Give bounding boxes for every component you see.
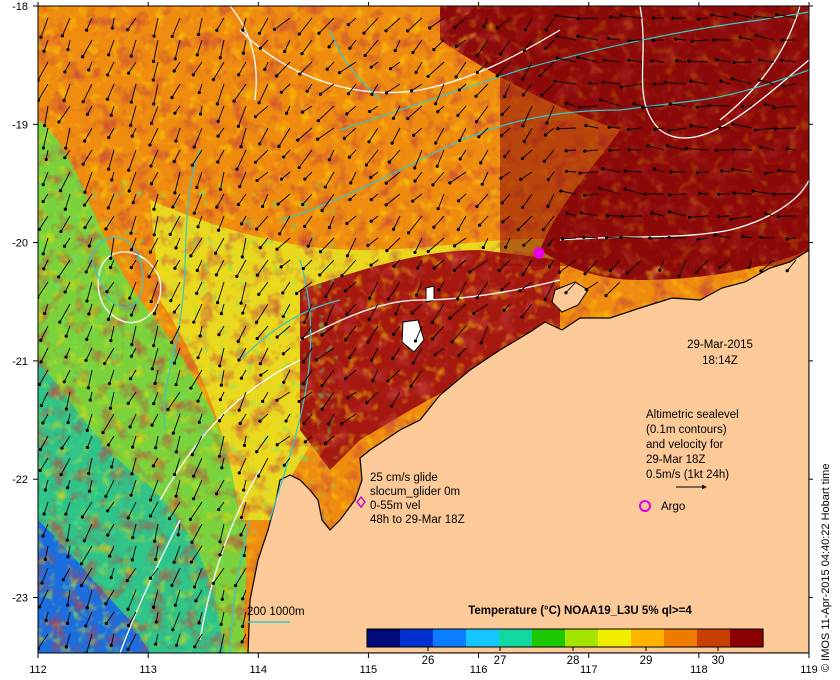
y-tick-label: -21	[12, 356, 28, 368]
x-tick-label: 112	[29, 664, 47, 676]
credit-text: © IMOS 11-Apr-2015 04:40:22 Hobart time	[820, 464, 832, 672]
argo-float-marker	[533, 247, 545, 259]
argo-circle-icon	[639, 500, 651, 512]
island	[401, 319, 425, 353]
y-tick-label: -23	[12, 593, 28, 605]
y-tick-label: -18	[12, 1, 28, 13]
colorbar-swatch	[499, 629, 533, 647]
colorbar-swatch	[565, 629, 599, 647]
svg-text:29-Mar 18Z: 29-Mar 18Z	[646, 454, 705, 466]
y-tick-label: -22	[12, 474, 28, 486]
svg-text:Altimetric sealevel: Altimetric sealevel	[646, 409, 739, 421]
svg-text:25 cm/s glide: 25 cm/s glide	[370, 472, 438, 484]
svg-text:and velocity for: and velocity for	[646, 439, 724, 451]
svg-text:0-55m vel: 0-55m vel	[370, 500, 421, 512]
colorbar-swatch	[631, 629, 665, 647]
y-tick-label: -19	[12, 119, 28, 131]
colorbar-swatch	[400, 629, 434, 647]
x-tick-label: 118	[690, 664, 708, 676]
colorbar-tick-label: 29	[640, 655, 653, 667]
date-label: 29-Mar-2015	[687, 339, 753, 351]
x-tick-label: 116	[470, 664, 488, 676]
colorbar-swatch	[466, 629, 500, 647]
bathymetry-legend: 200 1000m	[247, 606, 305, 623]
altimetry-legend: Altimetric sealevel (0.1m contours) and …	[646, 409, 739, 490]
argo-legend: Argo	[639, 500, 685, 513]
colorbar-tick-label: 27	[494, 655, 507, 667]
plot-frame	[37, 5, 810, 654]
bathymetry-contours	[89, 11, 809, 653]
x-tick-label: 115	[360, 664, 378, 676]
colorbar-title: Temperature (°C) NOAA19_L3U 5% ql>=4	[468, 605, 692, 617]
colorbar-swatch	[367, 629, 401, 647]
x-tick-label: 114	[250, 664, 268, 676]
colorbar-swatch	[664, 629, 698, 647]
x-tick-label: 117	[580, 664, 598, 676]
time-label: 18:14Z	[702, 355, 738, 367]
colorbar-swatch	[532, 629, 566, 647]
map-plot-area	[38, 6, 809, 653]
colorbar: Temperature (°C) NOAA19_L3U 5% ql>=4 26 2…	[366, 605, 764, 667]
x-axis: 112 113 114 115 116 117 118 119	[29, 2, 818, 676]
colorbar-swatch	[730, 629, 764, 647]
colorbar-swatch	[697, 629, 731, 647]
x-tick-label: 113	[139, 664, 157, 676]
svg-text:slocum_glider 0m: slocum_glider 0m	[370, 486, 460, 498]
svg-text:(0.1m contours): (0.1m contours)	[646, 424, 727, 436]
glider-diamond-icon	[356, 495, 366, 509]
coastal-inlet	[551, 281, 589, 313]
svg-text:200 1000m: 200 1000m	[247, 606, 305, 618]
colorbar-tick-label: 26	[422, 655, 435, 667]
y-axis: -18 -19 -20 -21 -22 -23	[12, 1, 813, 605]
colorbar-tick-label: 30	[712, 655, 725, 667]
colorbar-tick-label: 28	[567, 655, 580, 667]
velocity-arrows	[38, 12, 797, 653]
colorbar-swatch	[433, 629, 467, 647]
svg-text:48h to 29-Mar 18Z: 48h to 29-Mar 18Z	[370, 514, 465, 526]
y-tick-label: -20	[12, 238, 28, 250]
svg-text:0.5m/s (1kt 24h): 0.5m/s (1kt 24h)	[646, 469, 729, 481]
glider-legend: 25 cm/s glide slocum_glider 0m 0-55m vel…	[356, 472, 465, 526]
svg-text:Argo: Argo	[661, 501, 685, 513]
colorbar-swatch	[598, 629, 632, 647]
x-tick-label: 119	[800, 664, 818, 676]
